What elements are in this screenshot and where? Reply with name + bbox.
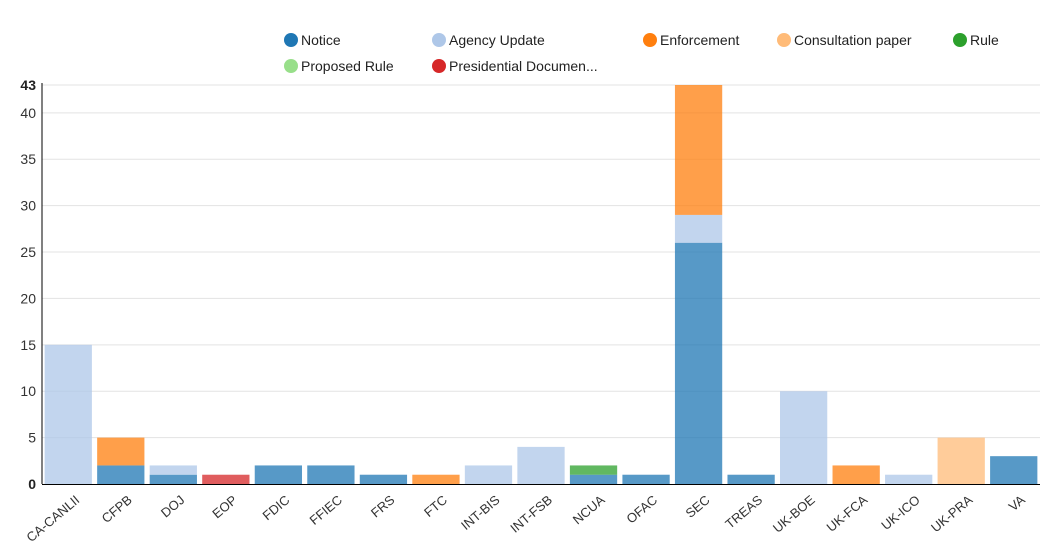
bar-ncua-rule[interactable] [569, 465, 618, 475]
bar-sec-agency-update[interactable] [674, 214, 723, 243]
legend-label-enforcement[interactable]: Enforcement [660, 32, 739, 48]
chart-legend: Notice Agency Update Enforcement Consultati… [284, 32, 999, 74]
bar-cfpb-enforcement[interactable] [97, 437, 145, 466]
bar-fdic-notice[interactable] [254, 465, 303, 484]
legend-label-rule[interactable]: Rule [970, 32, 999, 48]
chart-gridlines [42, 84, 1040, 439]
x-tick-label: EOP [209, 492, 240, 521]
x-tick-label: SEC [683, 492, 713, 521]
bar-ofac-notice[interactable] [622, 474, 670, 484]
x-tick-label: OFAC [623, 492, 660, 526]
legend-label-consultation-paper[interactable]: Consultation paper [794, 32, 912, 48]
bar-int-fsb-agency-update[interactable] [517, 446, 565, 484]
x-tick-label: INT-BIS [458, 492, 503, 533]
x-tick-label: FTC [421, 492, 450, 520]
legend-swatch-enforcement[interactable] [643, 33, 657, 47]
bar-ffiec-notice[interactable] [307, 465, 355, 484]
bar-ftc-enforcement[interactable] [412, 474, 460, 484]
x-tick-label: FFIEC [307, 492, 345, 528]
bar-va-notice[interactable] [990, 456, 1038, 484]
y-tick-label: 25 [20, 244, 36, 260]
bar-uk-ico-agency-update[interactable] [885, 474, 933, 484]
y-tick-label: 15 [20, 337, 36, 353]
bar-uk-fca-enforcement[interactable] [832, 465, 880, 484]
bar-treas-notice[interactable] [727, 474, 775, 484]
y-tick-label: 0 [28, 476, 36, 492]
legend-label-proposed-rule[interactable]: Proposed Rule [301, 58, 394, 74]
x-tick-label: FRS [368, 492, 398, 520]
x-tick-label: CA-CANLII [23, 492, 82, 545]
y-tick-label: 40 [20, 105, 36, 121]
chart-bars [44, 85, 1038, 484]
x-tick-label: UK-BOE [770, 492, 818, 536]
x-tick-label: FDIC [260, 492, 293, 523]
legend-swatch-proposed-rule[interactable] [284, 59, 298, 73]
x-tick-label: VA [1006, 492, 1028, 514]
bar-frs-notice[interactable] [359, 474, 408, 484]
x-tick-label: NCUA [570, 492, 608, 527]
x-tick-label: UK-FCA [824, 492, 871, 535]
legend-label-presidential-documen[interactable]: Presidential Documen... [449, 58, 598, 74]
y-tick-label: 30 [20, 198, 36, 214]
bar-int-bis-agency-update[interactable] [464, 465, 513, 484]
x-tick-label: CFPB [99, 492, 135, 526]
bar-doj-notice[interactable] [149, 474, 197, 484]
bar-cfpb-notice[interactable] [97, 465, 145, 484]
x-tick-label: INT-FSB [507, 492, 555, 536]
legend-swatch-consultation-paper[interactable] [777, 33, 791, 47]
y-tick-label: 20 [20, 290, 36, 306]
x-tick-label: DOJ [158, 492, 188, 520]
y-tick-label: 43 [20, 77, 36, 93]
x-tick-label: TREAS [722, 492, 765, 532]
y-axis: 0 5 10 15 20 25 30 35 40 43 [20, 77, 43, 492]
y-tick-label: 35 [20, 151, 36, 167]
x-tick-label: UK-ICO [878, 492, 922, 533]
legend-label-agency-update[interactable]: Agency Update [449, 32, 545, 48]
y-tick-label: 10 [20, 383, 36, 399]
bar-uk-pra-consultation-paper[interactable] [937, 437, 985, 484]
bar-doj-agency-update[interactable] [149, 465, 197, 475]
legend-swatch-presidential-documen[interactable] [432, 59, 446, 73]
bar-eop-presidential-documen[interactable] [202, 474, 250, 484]
bar-sec-notice[interactable] [674, 242, 723, 484]
legend-swatch-agency-update[interactable] [432, 33, 446, 47]
bar-uk-boe-agency-update[interactable] [779, 391, 828, 484]
legend-swatch-notice[interactable] [284, 33, 298, 47]
x-axis: CA-CANLII CFPB DOJ EOP FDIC FFIEC FRS FTC INT-BI… [23, 484, 1040, 545]
bar-ca-canlii-agency-update[interactable] [44, 344, 92, 484]
legend-label-notice[interactable]: Notice [301, 32, 341, 48]
bar-sec-enforcement[interactable] [674, 85, 723, 215]
x-tick-label: UK-PRA [928, 492, 976, 535]
bar-ncua-notice[interactable] [569, 474, 618, 484]
y-tick-label: 5 [28, 430, 36, 446]
legend-swatch-rule[interactable] [953, 33, 967, 47]
